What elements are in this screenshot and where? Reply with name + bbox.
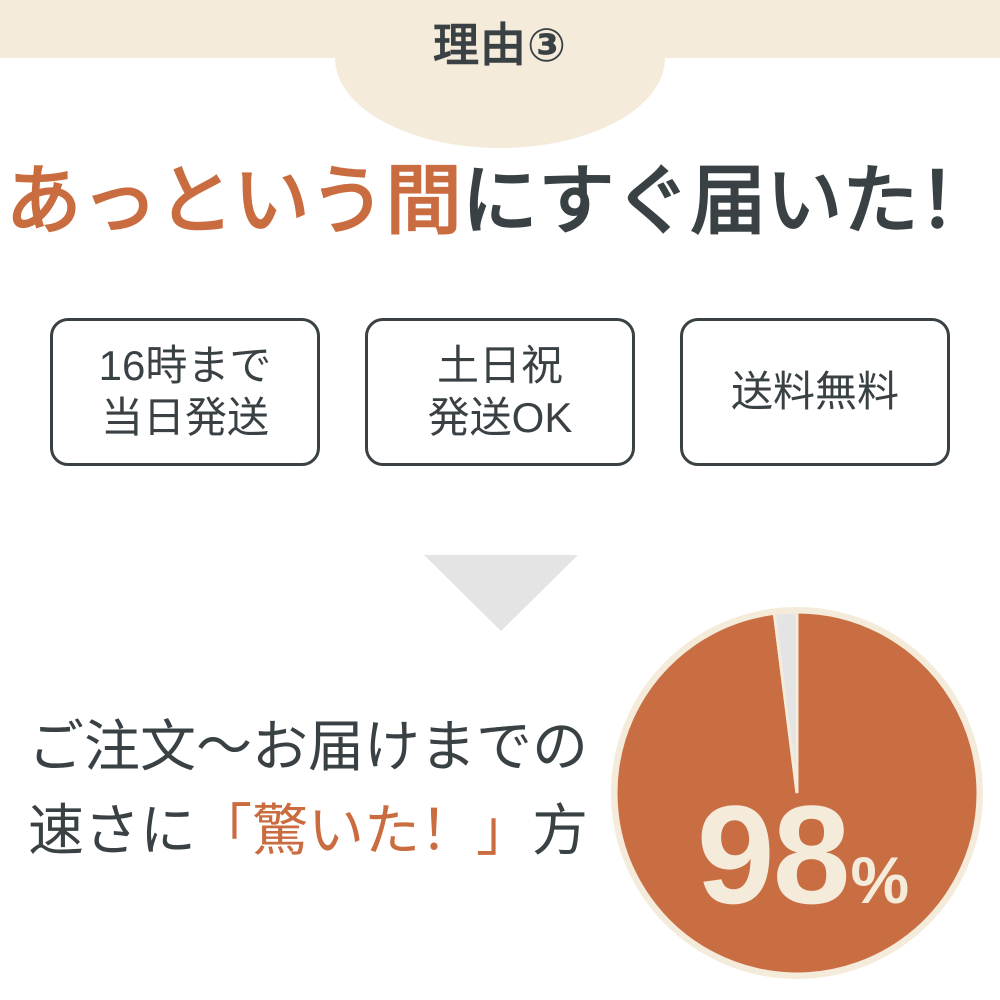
triangle-down-icon <box>424 555 578 631</box>
caption: ご注文〜お届けまでの 速さに「驚いた！」方 <box>28 705 608 873</box>
badge-line-1: 16時まで <box>98 341 272 389</box>
headline-accent: あっという間 <box>5 159 462 244</box>
header-band <box>0 0 1000 58</box>
badge-weekend-holiday-shipping: 土日祝 発送OK <box>365 318 635 466</box>
caption-line-2-prefix: 速さに <box>28 799 196 862</box>
badge-line-1: 土日祝 <box>436 341 563 389</box>
badge-line-2: 当日発送 <box>100 394 269 441</box>
pie-chart: 98 % <box>610 606 984 980</box>
headline: あっという間にすぐ届いた！ <box>0 158 1000 245</box>
pie-chart-svg <box>611 607 983 979</box>
badge-same-day-shipping: 16時まで 当日発送 <box>50 318 320 466</box>
caption-line-2-accent: 「驚いた！」 <box>196 799 532 862</box>
caption-line-2: 速さに「驚いた！」方 <box>28 789 608 873</box>
badge-row: 16時まで 当日発送 土日祝 発送OK 送料無料 <box>50 318 950 466</box>
caption-line-2-suffix: 方 <box>532 799 588 862</box>
caption-line-1: ご注文〜お届けまでの <box>28 715 588 778</box>
headline-rest: にすぐ届いた！ <box>461 159 995 244</box>
page-title: 理由③ <box>433 19 567 71</box>
pie-slice-1 <box>772 610 799 794</box>
pie-slices <box>614 610 980 976</box>
badge-line-1: 送料無料 <box>730 367 899 415</box>
badge-free-shipping: 送料無料 <box>680 318 950 466</box>
badge-line-2: 発送OK <box>427 394 573 441</box>
